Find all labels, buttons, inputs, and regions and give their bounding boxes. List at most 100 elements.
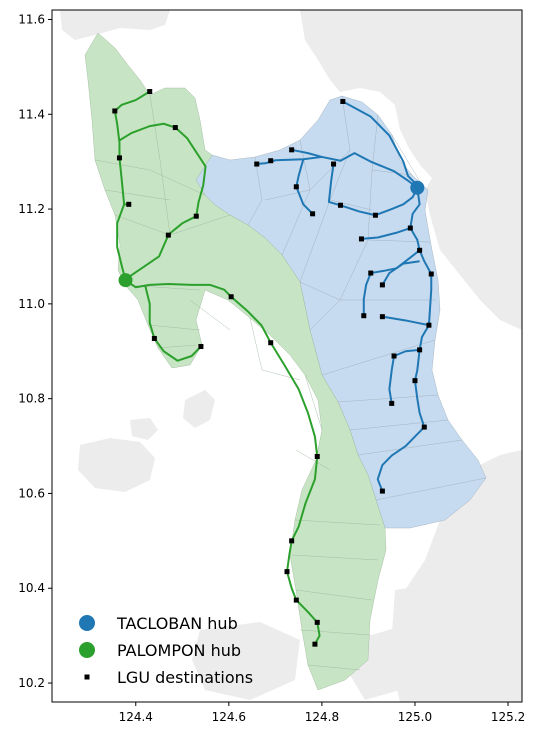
y-tick-label-4: 10.8: [18, 392, 45, 406]
tacloban-destination-15[interactable]: [379, 282, 385, 288]
tacloban-route-6: [340, 187, 419, 217]
tacloban-hub-marker[interactable]: [410, 180, 425, 195]
tacloban-route-11: [381, 260, 420, 286]
palompon-route-6: [144, 284, 202, 362]
palompon-route-2: [113, 90, 151, 205]
y-tick-label-7: 11.4: [18, 107, 45, 121]
legend-marker-destination: [84, 674, 90, 680]
x-axis: 124.4 124.6 124.8 125.0 125.2: [119, 702, 525, 724]
tacloban-route-14: [376, 426, 425, 492]
tacloban-destination-2[interactable]: [254, 161, 260, 167]
tacloban-destination-4[interactable]: [289, 147, 295, 153]
tacloban-route-8: [361, 227, 411, 240]
palompon-destination-1[interactable]: [147, 89, 153, 95]
tacloban-destination-16[interactable]: [361, 313, 367, 319]
palompon-district-lines: [94, 94, 381, 671]
palompon-destination-13[interactable]: [289, 538, 295, 544]
palompon-route-4: [124, 215, 197, 281]
land-samar: [300, 10, 522, 330]
land-northwest: [60, 10, 170, 40]
x-tick-label-5: 125.2: [491, 710, 525, 724]
palompon-destinations: [112, 89, 320, 647]
legend-marker-palompon: [79, 642, 95, 658]
land-southwest-island: [78, 438, 155, 492]
palompon-destination-12[interactable]: [314, 453, 320, 459]
tacloban-district-lines: [247, 95, 487, 501]
palompon-region-layer: [84, 32, 387, 691]
tacloban-destination-8[interactable]: [338, 202, 344, 208]
palompon-destination-17[interactable]: [312, 641, 318, 647]
palompon-destination-7[interactable]: [165, 232, 171, 238]
palompon-route-1: [116, 203, 129, 281]
palompon-routes: [113, 90, 321, 645]
x-tick-label-2: 124.6: [212, 710, 246, 724]
plot-frame: [51, 9, 523, 703]
legend: TACLOBAN hub PALOMPON hub LGU destinatio…: [79, 614, 253, 687]
x-tick-label-4: 125.0: [398, 710, 432, 724]
palompon-destination-14[interactable]: [284, 569, 290, 575]
palompon-destination-11[interactable]: [268, 340, 274, 346]
tacloban-destination-21[interactable]: [412, 378, 418, 384]
map-layers: [60, 10, 522, 702]
legend-label-palompon: PALOMPON hub: [117, 641, 241, 660]
y-tick-label-2: 10.4: [18, 581, 45, 595]
tacloban-destination-6[interactable]: [293, 184, 299, 190]
tacloban-destination-1[interactable]: [340, 98, 346, 104]
palompon-destination-8[interactable]: [228, 294, 234, 300]
legend-label-destinations: LGU destinations: [117, 668, 253, 687]
tacloban-route-10: [362, 249, 421, 316]
y-tick-label-3: 10.6: [18, 486, 45, 500]
palompon-destination-6[interactable]: [193, 213, 199, 219]
tacloban-destinations: [254, 98, 434, 494]
palompon-route-5: [124, 279, 321, 645]
tacloban-destination-12[interactable]: [417, 247, 423, 253]
x-tick-label-1: 124.4: [119, 710, 153, 724]
palompon-route-3: [118, 122, 207, 217]
legend-label-tacloban: TACLOBAN hub: [116, 614, 238, 633]
tacloban-destination-24[interactable]: [379, 488, 385, 494]
palompon-destination-10[interactable]: [198, 344, 204, 350]
tacloban-destination-13[interactable]: [368, 270, 374, 276]
tacloban-destination-20[interactable]: [391, 353, 397, 359]
land-small-island-a: [183, 390, 215, 428]
tacloban-route-12: [382, 315, 430, 327]
y-tick-label-5: 11.0: [18, 297, 45, 311]
tacloban-destination-7[interactable]: [310, 211, 316, 217]
land-small-island-b: [130, 418, 158, 440]
y-tick-label-6: 11.2: [18, 202, 45, 216]
palompon-destination-9[interactable]: [151, 335, 157, 341]
palompon-destination-2[interactable]: [112, 108, 118, 114]
palompon-destination-3[interactable]: [172, 125, 178, 131]
y-tick-label-1: 10.2: [18, 676, 45, 690]
tacloban-route-3: [291, 148, 323, 158]
tacloban-destination-18[interactable]: [426, 322, 432, 328]
y-tick-label-8: 11.6: [18, 12, 45, 26]
tacloban-destination-19[interactable]: [417, 347, 423, 353]
tacloban-destination-3[interactable]: [268, 158, 274, 164]
tacloban-destination-10[interactable]: [358, 236, 364, 242]
tacloban-route-7: [409, 187, 421, 229]
legend-marker-tacloban: [79, 615, 95, 631]
land-panaon: [390, 585, 490, 702]
tacloban-destination-17[interactable]: [379, 314, 385, 320]
land-bottom-left: [192, 622, 300, 700]
tacloban-destination-5[interactable]: [331, 161, 337, 167]
tacloban-destination-14[interactable]: [428, 271, 434, 277]
x-tick-label-3: 124.8: [305, 710, 339, 724]
palompon-service-region: [84, 32, 387, 691]
tacloban-destination-11[interactable]: [407, 225, 413, 231]
tacloban-region-layer: [195, 95, 487, 529]
palompon-destination-15[interactable]: [293, 597, 299, 603]
y-axis: 10.2 10.4 10.6 10.8 11.0 11.2 11.4 11.6: [18, 12, 52, 690]
land-layer: [60, 10, 522, 702]
palompon-hub-marker[interactable]: [118, 273, 133, 288]
tacloban-destination-9[interactable]: [372, 212, 378, 218]
palompon-destination-4[interactable]: [116, 155, 122, 161]
tacloban-destination-22[interactable]: [389, 400, 395, 406]
palompon-destination-5[interactable]: [126, 201, 132, 207]
tacloban-route-4: [327, 163, 341, 207]
tacloban-destination-23[interactable]: [421, 424, 427, 430]
palompon-destination-16[interactable]: [314, 619, 320, 625]
tacloban-route-13: [388, 348, 420, 404]
